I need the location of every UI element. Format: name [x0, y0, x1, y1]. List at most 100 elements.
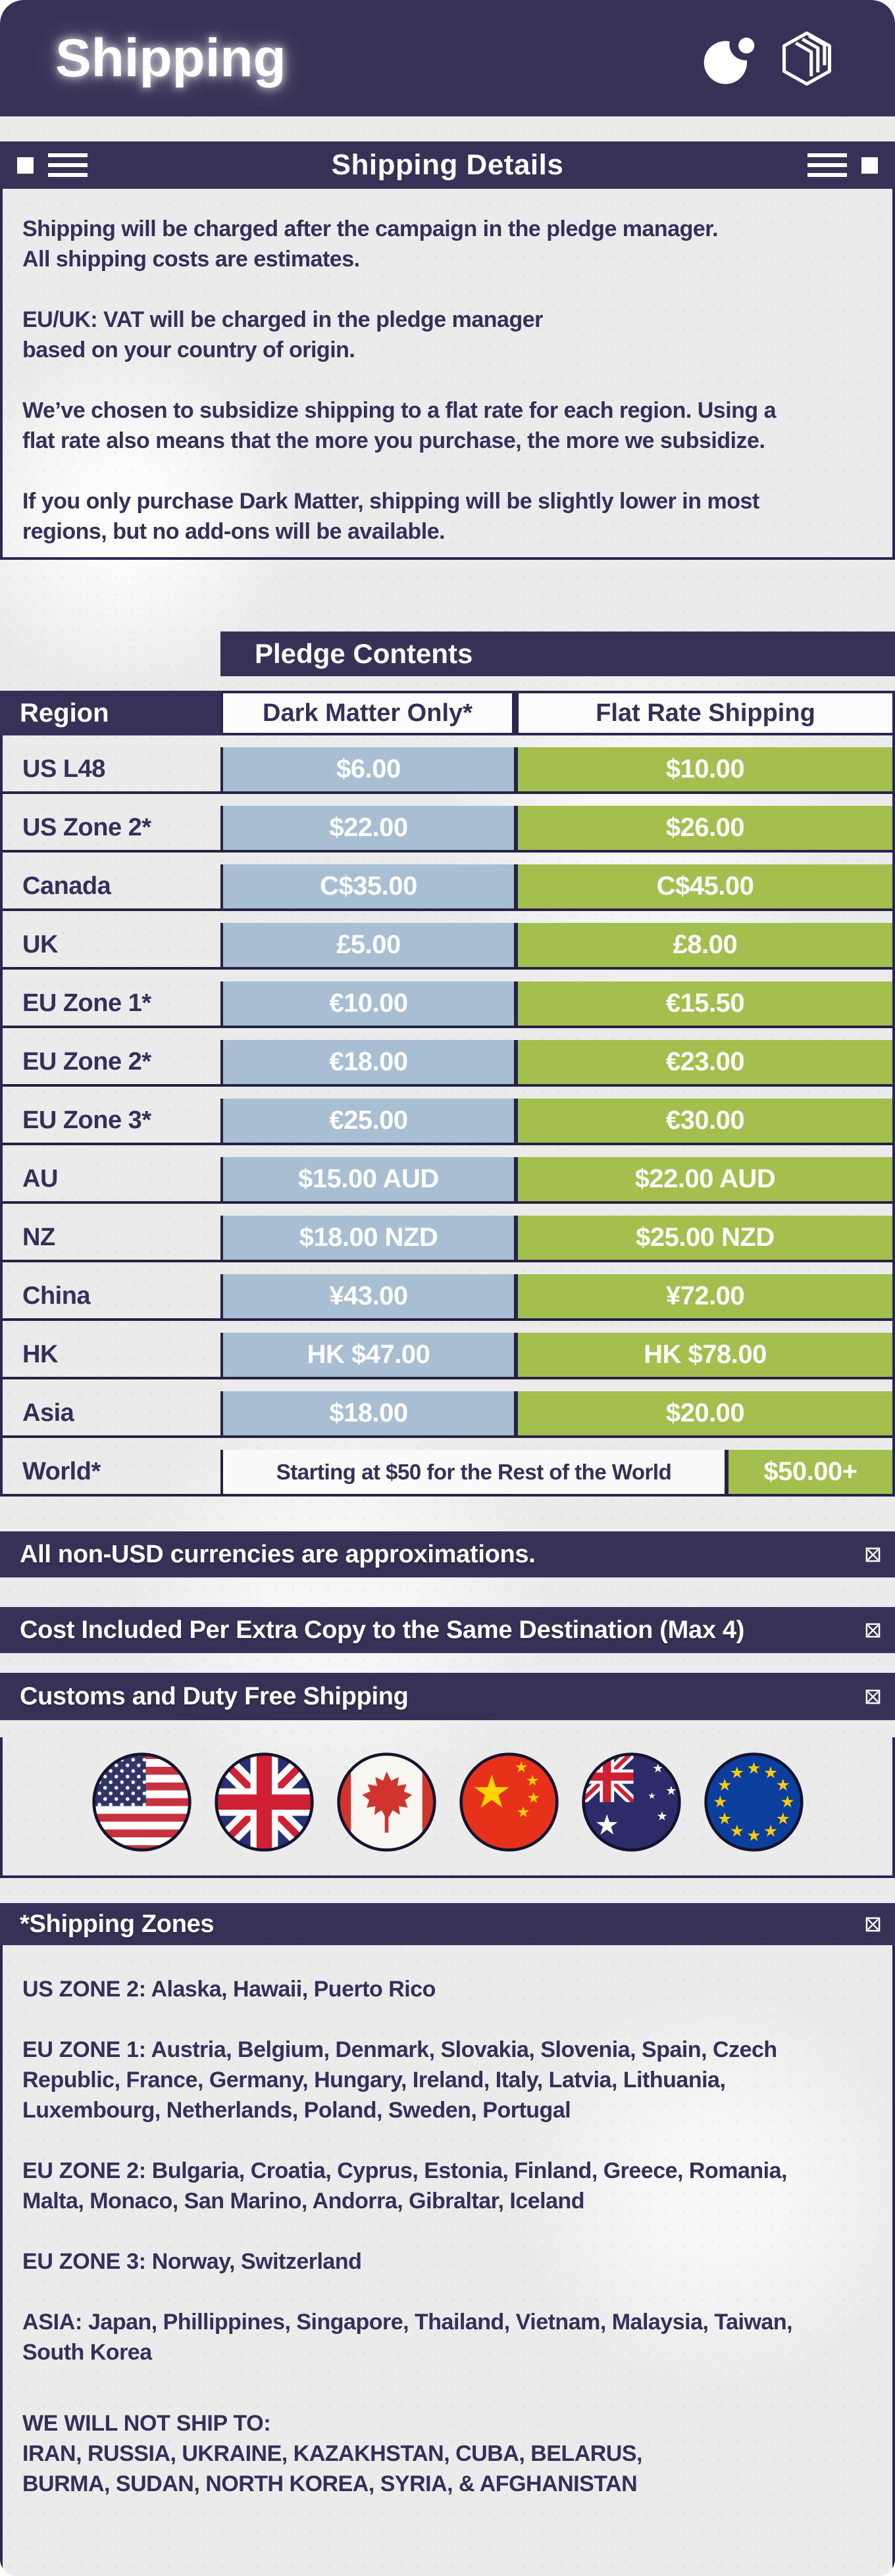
pledge-contents-title: Pledge Contents: [255, 638, 473, 669]
region-label: US Zone 2*: [22, 814, 151, 841]
box-x-icon[interactable]: [865, 1916, 881, 1933]
shipping-rates-table: US L48 $6.00 $10.00 US Zone 2* $22.00 $2…: [0, 735, 895, 1497]
intro-paragraph: If you only purchase Dark Matter, shippi…: [22, 489, 759, 544]
column-header-dark-matter: Dark Matter Only*: [220, 691, 515, 735]
table-row: Asia $18.00 $20.00: [3, 1379, 892, 1438]
zone-item: EU ZONE 2: Bulgaria, Croatia, Cyprus, Es…: [22, 2156, 878, 2216]
dark-matter-price: $6.00: [220, 747, 514, 791]
page-header: Shipping: [0, 0, 895, 116]
zone-item: ASIA: Japan, Phillippines, Singapore, Th…: [22, 2307, 878, 2367]
no-ship-label: WE WILL NOT SHIP TO:: [22, 2411, 271, 2436]
dark-matter-price: €10.00: [220, 981, 514, 1026]
us-flag-icon: [91, 1752, 192, 1852]
flat-rate-price: ¥72.00: [514, 1274, 892, 1318]
eu-flag-icon: [703, 1752, 804, 1852]
region-label: China: [22, 1282, 91, 1310]
hamburger-lines-icon: [807, 153, 847, 177]
table-row: China ¥43.00 ¥72.00: [3, 1262, 892, 1321]
table-row: EU Zone 3* €25.00 €30.00: [3, 1087, 892, 1145]
pledge-contents-bar: Pledge Contents: [220, 632, 895, 676]
dark-matter-price: $22.00: [220, 806, 514, 850]
region-label: EU Zone 3*: [22, 1106, 151, 1134]
extra-copy-bar[interactable]: Cost Included Per Extra Copy to the Same…: [0, 1607, 895, 1653]
table-row: US Zone 2* $22.00 $26.00: [3, 794, 892, 853]
zone-countries: Bulgaria, Croatia, Cyprus, Estonia, Finl…: [22, 2158, 787, 2214]
flat-rate-price: $20.00: [514, 1391, 892, 1435]
zone-countries: Austria, Belgium, Denmark, Slovakia, Slo…: [22, 2037, 777, 2123]
region-label: EU Zone 1*: [22, 989, 151, 1017]
customs-flags-panel: [0, 1737, 895, 1878]
column-header-flat-rate: Flat Rate Shipping: [515, 691, 895, 735]
flat-rate-price: €23.00: [514, 1040, 892, 1084]
table-row: HK HK $47.00 HK $78.00: [3, 1321, 892, 1379]
no-ship-list: WE WILL NOT SHIP TO: IRAN, RUSSIA, UKRAIN…: [22, 2408, 878, 2499]
left-decoration: [17, 141, 88, 189]
canada-flag-icon: [336, 1752, 436, 1852]
non-usd-label: All non-USD currencies are approximation…: [20, 1540, 536, 1568]
zone-countries: Japan, Phillippines, Singapore, Thailand…: [22, 2310, 793, 2365]
flat-rate-price: €30.00: [514, 1099, 892, 1143]
zone-label: ASIA:: [22, 2310, 83, 2335]
intro-paragraph: We’ve chosen to subsidize shipping to a …: [22, 398, 777, 453]
square-bullet-icon: [17, 157, 34, 174]
region-label: Canada: [22, 872, 111, 900]
table-header-row: Region Dark Matter Only* Flat Rate Shipp…: [0, 691, 895, 735]
flat-rate-price: $26.00: [514, 806, 892, 850]
zone-countries: Alaska, Hawaii, Puerto Rico: [151, 1977, 436, 2002]
region-label: AU: [22, 1165, 58, 1193]
dark-matter-price: C$35.00: [220, 864, 514, 908]
zone-label: EU ZONE 3:: [22, 2249, 146, 2274]
region-label: NZ: [22, 1224, 55, 1251]
table-row: UK £5.00 £8.00: [3, 911, 892, 970]
table-row: AU $15.00 AUD $22.00 AUD: [3, 1145, 892, 1204]
table-row: NZ $18.00 NZD $25.00 NZD: [3, 1204, 892, 1262]
box-x-icon[interactable]: [865, 1689, 881, 1705]
moon-icon: [703, 30, 759, 84]
zone-label: US ZONE 2:: [22, 1977, 146, 2002]
dark-matter-price: £5.00: [220, 923, 514, 967]
non-usd-bar[interactable]: All non-USD currencies are approximation…: [0, 1531, 895, 1577]
box-x-icon[interactable]: [865, 1547, 881, 1563]
flat-rate-price: $10.00: [514, 747, 892, 791]
page-title: Shipping: [55, 28, 286, 88]
dark-matter-price: €18.00: [220, 1040, 514, 1084]
shipping-zones-panel: US ZONE 2: Alaska, Hawaii, Puerto Rico E…: [0, 1945, 895, 2576]
extra-copy-label: Cost Included Per Extra Copy to the Same…: [20, 1616, 745, 1644]
intro-paragraph: Shipping will be charged after the campa…: [22, 216, 719, 272]
shipping-zones-bar[interactable]: *Shipping Zones: [0, 1903, 895, 1945]
dark-matter-price: ¥43.00: [220, 1274, 514, 1318]
dark-matter-price: $15.00 AUD: [220, 1157, 514, 1201]
region-label: Asia: [22, 1399, 74, 1427]
flat-rate-price: €15.50: [514, 981, 892, 1026]
right-decoration: [807, 141, 878, 189]
region-label: EU Zone 2*: [22, 1048, 151, 1076]
flat-rate-price: $22.00 AUD: [514, 1157, 892, 1201]
flat-rate-price: HK $78.00: [514, 1333, 892, 1377]
flat-rate-price: C$45.00: [514, 864, 892, 908]
dark-matter-price: $18.00: [220, 1391, 514, 1435]
flat-rate-price: $50.00+: [725, 1450, 892, 1494]
zone-label: EU ZONE 1:: [22, 2037, 146, 2062]
dark-matter-price: $18.00 NZD: [220, 1216, 514, 1260]
zone-item: US ZONE 2: Alaska, Hawaii, Puerto Rico: [22, 1974, 878, 2004]
shipping-details-bar: Shipping Details: [0, 141, 895, 189]
table-row: Canada C$35.00 C$45.00: [3, 853, 892, 911]
china-flag-icon: [459, 1752, 559, 1852]
zone-label: EU ZONE 2:: [22, 2158, 146, 2183]
region-label: UK: [22, 931, 58, 958]
world-shipping-note: Starting at $50 for the Rest of the Worl…: [220, 1450, 725, 1494]
table-row: EU Zone 1* €10.00 €15.50: [3, 970, 892, 1028]
flat-rate-price: $25.00 NZD: [514, 1216, 892, 1260]
section-title: Shipping Details: [331, 149, 564, 181]
region-label: World*: [22, 1458, 101, 1485]
intro-panel: Shipping will be charged after the campa…: [0, 189, 895, 560]
box-x-icon[interactable]: [865, 1622, 881, 1639]
customs-label: Customs and Duty Free Shipping: [20, 1682, 409, 1710]
square-bullet-icon: [861, 157, 878, 174]
no-ship-countries: IRAN, RUSSIA, UKRAINE, KAZAKHSTAN, CUBA,…: [22, 2441, 643, 2496]
table-row-world: World* Starting at $50 for the Rest of t…: [3, 1438, 892, 1497]
customs-bar[interactable]: Customs and Duty Free Shipping: [0, 1673, 895, 1720]
zone-countries: Norway, Switzerland: [151, 2249, 362, 2274]
intro-paragraph: EU/UK: VAT will be charged in the pledge…: [22, 307, 543, 362]
